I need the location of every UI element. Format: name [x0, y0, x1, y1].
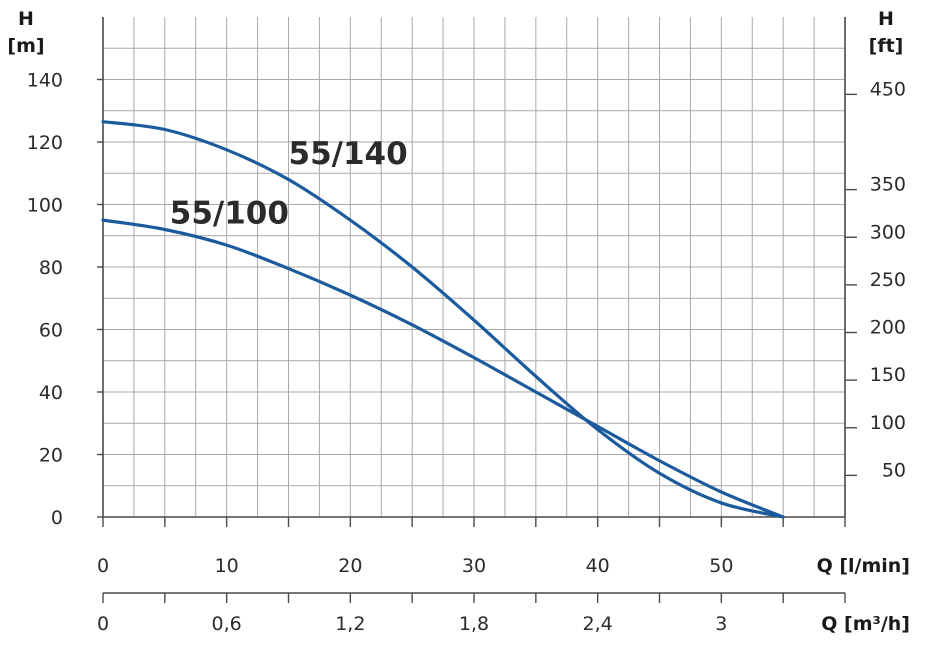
y-left-tick-label: 20 [39, 445, 63, 467]
x-primary-tick-label: 40 [586, 555, 610, 577]
series-label-55-100: 55/100 [170, 195, 289, 231]
y-left-tick-label: 0 [51, 507, 63, 529]
y-right-unit: [ft] [869, 35, 904, 57]
y-left-tick-label: 80 [39, 257, 63, 279]
curve-55-140 [101, 120, 785, 519]
y-right-tick-label: 100 [870, 412, 906, 434]
x-primary-tick-label: 50 [709, 555, 733, 577]
y-left-unit: [m] [7, 35, 44, 57]
grid [103, 17, 845, 517]
curve-55-100 [101, 218, 785, 519]
y-left-title: H [18, 8, 34, 30]
x-primary-tick-label: 20 [338, 555, 362, 577]
y-right-tick-label: 250 [870, 269, 906, 291]
y-left-tick-label: 60 [39, 320, 63, 342]
x-primary-tick-label: 10 [215, 555, 239, 577]
y-right-tick-label: 300 [870, 221, 906, 243]
y-left-tick-label: 100 [27, 195, 63, 217]
x-secondary-tick-label: 1,8 [459, 613, 489, 635]
labels: 020406080100120140H[m]501001502002503003… [7, 8, 910, 635]
axes [97, 17, 857, 603]
series-label-55-140: 55/140 [289, 136, 408, 172]
y-left-tick-label: 40 [39, 382, 63, 404]
x-secondary-tick-label: 3 [715, 613, 727, 635]
x-secondary-tick-label: 0 [97, 613, 109, 635]
y-right-tick-label: 450 [870, 78, 906, 100]
y-left-tick-label: 140 [27, 70, 63, 92]
x-secondary-title: Q [m³/h] [821, 613, 910, 635]
y-left-tick-label: 120 [27, 132, 63, 154]
y-right-title: H [878, 8, 894, 30]
y-right-tick-label: 200 [870, 317, 906, 339]
x-primary-tick-label: 0 [97, 555, 109, 577]
y-right-tick-label: 150 [870, 364, 906, 386]
x-secondary-tick-label: 0,6 [212, 613, 242, 635]
x-primary-title: Q [l/min] [817, 555, 910, 577]
y-right-tick-label: 350 [870, 174, 906, 196]
x-secondary-tick-label: 2,4 [583, 613, 613, 635]
x-secondary-tick-label: 1,2 [335, 613, 365, 635]
curves [101, 120, 785, 519]
y-right-tick-label: 50 [882, 459, 906, 481]
x-primary-tick-label: 30 [462, 555, 486, 577]
